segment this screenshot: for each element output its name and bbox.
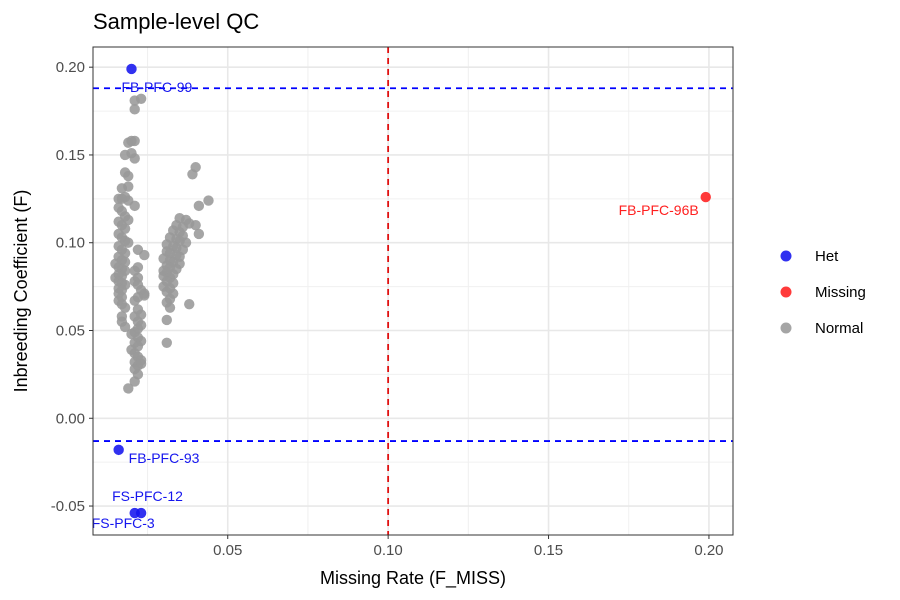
y-tick-label: 0.00	[56, 410, 85, 427]
data-point-normal	[119, 302, 131, 313]
data-point-normal	[161, 337, 172, 348]
data-point-normal	[184, 298, 195, 310]
x-tick-label: 0.20	[694, 542, 723, 559]
data-point-normal	[119, 321, 131, 333]
data-point-normal	[129, 104, 140, 115]
data-point-normal	[139, 249, 150, 261]
legend-label: Het	[815, 248, 839, 265]
legend: Het Missing Normal	[780, 248, 866, 337]
y-axis-ticks: -0.05 0.00 0.05 0.10 0.15 0.20	[51, 59, 93, 515]
y-tick-label: 0.10	[56, 235, 85, 252]
x-axis-title: Missing Rate (F_MISS)	[320, 568, 506, 589]
legend-key-normal	[780, 322, 792, 334]
data-point-het	[129, 507, 140, 519]
point-label: FS-PFC-3	[92, 515, 155, 531]
data-point-normal	[123, 237, 134, 248]
point-label: FB-PFC-99	[121, 79, 192, 95]
y-axis-title: Inbreeding Coefficient (F)	[11, 190, 31, 393]
legend-label: Missing	[815, 284, 866, 301]
point-label: FS-PFC-12	[112, 488, 183, 504]
point-labels: FB-PFC-99 FB-PFC-96B FB-PFC-93 FS-PFC-12 FS-…	[92, 79, 699, 531]
data-point-normal	[129, 295, 140, 306]
data-point-normal	[193, 200, 205, 212]
x-tick-label: 0.10	[374, 542, 403, 559]
data-point-normal	[123, 383, 134, 394]
x-tick-label: 0.15	[534, 542, 563, 559]
plot-border	[92, 46, 734, 536]
chart-title: Sample-level QC	[93, 9, 259, 34]
data-point-normal	[129, 135, 140, 147]
data-point-normal	[126, 328, 137, 340]
data-point-normal	[129, 200, 140, 212]
x-tick-label: 0.05	[213, 542, 242, 559]
data-point-het	[126, 63, 137, 75]
point-label: FB-PFC-96B	[619, 202, 699, 218]
data-point-normal	[190, 219, 201, 231]
data-point-normal	[135, 93, 147, 104]
data-point-missing	[700, 191, 711, 203]
y-tick-label: 0.05	[56, 322, 85, 339]
data-point-normal	[203, 195, 214, 206]
data-point-normal	[161, 314, 172, 326]
point-label: FB-PFC-93	[129, 450, 200, 466]
y-tick-label: 0.20	[56, 59, 85, 76]
data-point-normal	[164, 302, 176, 313]
data-point-normal	[123, 181, 134, 192]
data-point-normal	[123, 170, 134, 182]
x-axis-ticks: 0.05 0.10 0.15 0.20	[213, 535, 724, 559]
y-tick-label: -0.05	[51, 498, 85, 515]
data-point-het	[113, 444, 124, 456]
legend-key-het	[780, 250, 792, 262]
data-point-normal	[129, 153, 140, 164]
data-point-normal	[187, 169, 198, 180]
data-point-normal	[193, 228, 205, 240]
legend-key-missing	[780, 286, 792, 298]
plot-panel	[93, 47, 733, 535]
reference-lines	[93, 47, 733, 535]
data-points	[110, 63, 711, 519]
y-tick-label: 0.15	[56, 147, 85, 164]
data-point-normal	[129, 376, 140, 387]
legend-label: Normal	[815, 320, 863, 337]
